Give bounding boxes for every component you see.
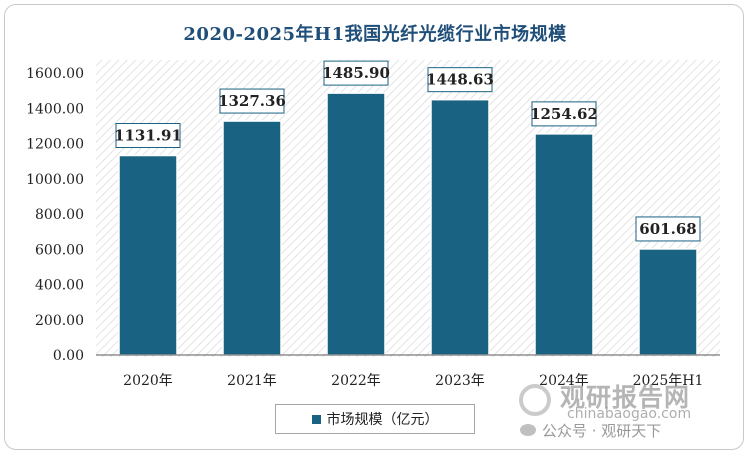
wechat-icon	[520, 424, 536, 436]
bar	[326, 92, 386, 356]
y-tick-label: 1000.00	[26, 172, 84, 188]
y-tick-label: 1600.00	[26, 66, 84, 82]
watermark-account: 公众号 · 观研天下	[542, 422, 662, 440]
x-tick-label: 2024年	[539, 373, 589, 389]
bar-series: 1131.91 1327.36 1485.90 1448.63 1254.62 601.6…	[114, 60, 701, 356]
bar	[118, 154, 178, 356]
y-tick-label: 1200.00	[26, 137, 84, 153]
x-axis: 2020年 2021年 2022年 2023年 2024年 2025年H1	[123, 373, 703, 389]
watermark-url: chinabaogao.com	[567, 406, 692, 422]
x-tick-label: 2020年	[123, 373, 173, 389]
x-tick-label: 2021年	[227, 373, 277, 389]
legend-label: 市场规模（亿元）	[326, 412, 439, 428]
plot-area	[96, 60, 720, 357]
data-label: 1485.90	[322, 64, 390, 82]
bar	[222, 120, 282, 356]
bar	[638, 248, 698, 356]
y-tick-label: 400.00	[35, 278, 84, 294]
data-label-box	[219, 88, 285, 114]
y-tick-label: 1400.00	[26, 101, 84, 117]
data-label-box	[635, 216, 701, 242]
data-label-box	[323, 60, 389, 86]
data-label-box	[531, 101, 597, 127]
data-label: 1131.91	[114, 127, 182, 145]
x-tick-label: 2022年	[331, 373, 381, 389]
y-tick-label: 800.00	[35, 207, 84, 223]
chart-title: 2020-2025年H1我国光纤光缆行业市场规模	[183, 24, 567, 45]
x-tick-label: 2023年	[435, 373, 485, 389]
bar	[430, 98, 490, 356]
data-label: 1254.62	[530, 105, 598, 123]
y-tick-label: 0.00	[53, 348, 84, 364]
data-label-box	[427, 67, 493, 93]
y-tick-label: 600.00	[35, 242, 84, 258]
data-label-box	[115, 123, 181, 149]
bar	[534, 133, 594, 356]
legend-swatch	[311, 414, 321, 424]
watermark-brand: 观研报告网	[560, 383, 691, 412]
data-label: 601.68	[639, 220, 696, 238]
data-label: 1327.36	[218, 92, 286, 110]
y-axis: 0.00 200.00 400.00 600.00 800.00 1000.00 1200.…	[26, 66, 84, 364]
x-tick-label: 2025年H1	[633, 373, 704, 389]
y-tick-label: 200.00	[35, 313, 84, 329]
watermark-logo-icon	[519, 384, 551, 416]
legend: 市场规模（亿元）	[275, 404, 475, 434]
data-label: 1448.63	[426, 71, 494, 89]
